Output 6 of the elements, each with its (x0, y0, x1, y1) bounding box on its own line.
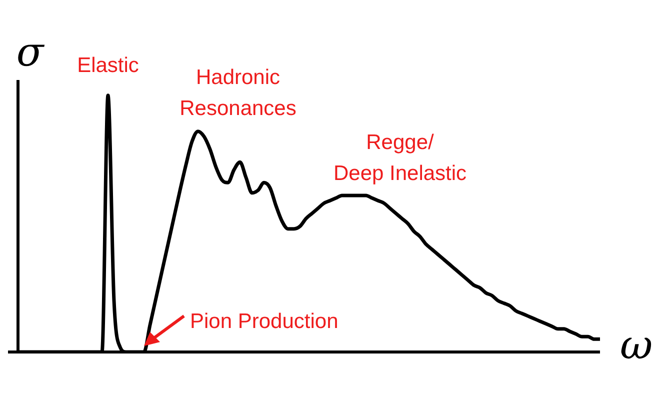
annotation: Pion Production (190, 310, 338, 333)
y-axis-title: σ (16, 29, 46, 76)
text: Elastic (77, 54, 139, 77)
annotation: Regge/ Deep Inelastic (333, 130, 467, 185)
x-axis-title: ω (620, 322, 653, 368)
annotation: Hadronic Resonances (180, 66, 296, 120)
